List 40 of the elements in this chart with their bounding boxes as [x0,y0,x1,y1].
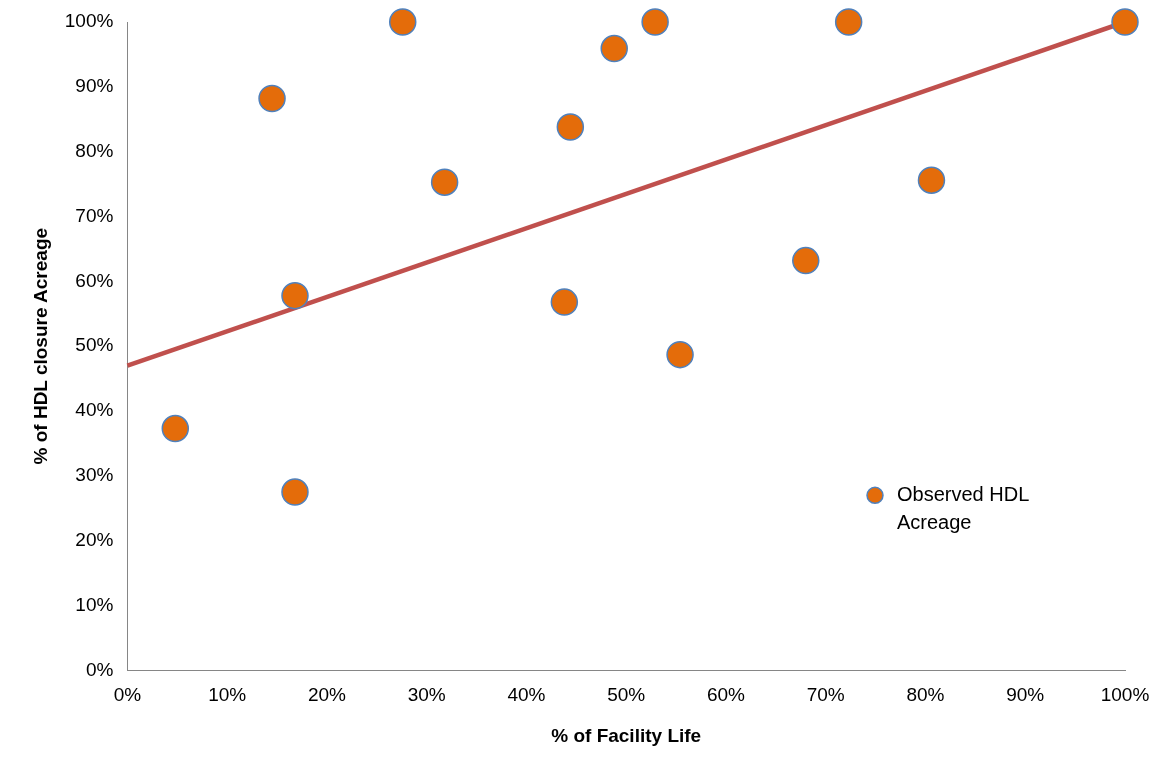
point [600,34,628,63]
x-tick-label: 70% [806,684,845,706]
x-tick-label: 90% [1006,684,1045,706]
x-tick-label: 0% [113,684,142,706]
x-tick-label: 50% [607,684,646,706]
point [258,84,286,113]
x-tick-label: 40% [507,684,546,706]
point [550,288,579,316]
point [281,281,309,310]
y-tick-label: 50% [75,334,114,356]
y-tick-label: 90% [75,75,114,97]
y-tick-label: 0% [85,658,114,680]
x-tick-label: 100% [1100,684,1150,706]
legend-label: Observed HDL Acreage [897,482,1030,533]
y-tick-label: 10% [75,593,114,615]
y-tick-label: 20% [75,528,114,550]
y-tick-label: 70% [75,204,114,226]
y-tick-label: 100% [64,10,114,32]
y-axis-title: % of HDL closure Acreage [29,227,51,465]
x-tick-label: 20% [307,684,347,706]
y-tick-label: 80% [75,139,114,161]
point [792,246,820,275]
point [834,8,863,36]
x-axis-title: % of Facility Life [551,724,702,746]
y-tick-label: 30% [75,464,114,486]
x-tick-label: 10% [208,684,247,706]
y-tick-label: 60% [75,269,114,291]
point [281,478,309,506]
point [430,168,459,196]
point [1111,8,1139,36]
point [556,113,585,141]
point [388,8,417,36]
point [161,414,190,443]
x-tick-label: 60% [706,684,746,706]
y-tick-label: 40% [75,399,114,421]
point [917,166,946,194]
point [666,340,694,369]
point [641,8,669,36]
x-tick-label: 30% [407,684,446,706]
x-tick-label: 80% [906,684,945,706]
